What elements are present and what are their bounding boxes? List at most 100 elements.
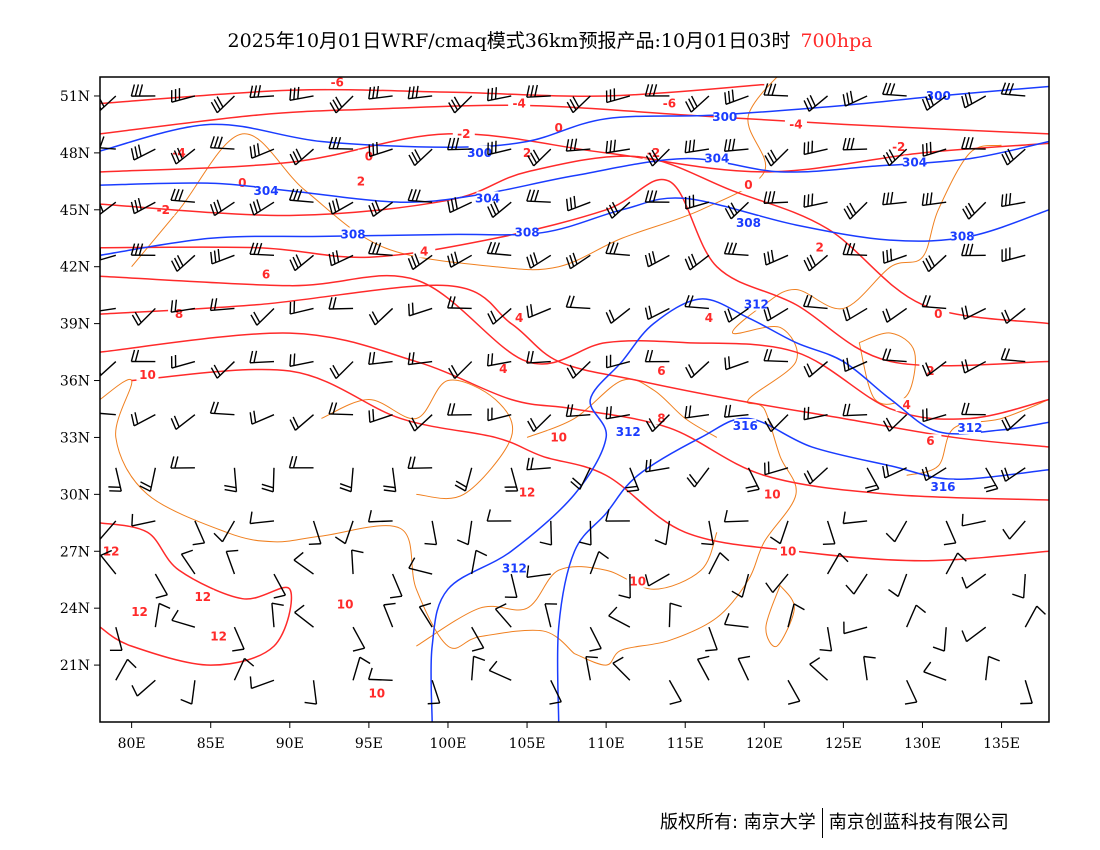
wind-barb <box>487 307 512 325</box>
wind-barb <box>170 254 196 272</box>
temperature-contour-label: 4 <box>499 362 507 376</box>
wind-barb <box>765 573 789 593</box>
wind-barb <box>418 602 433 628</box>
height-contour-label: 312 <box>502 561 527 575</box>
wind-barb <box>625 467 640 493</box>
wind-barb <box>209 136 235 150</box>
wind-barb <box>488 660 512 681</box>
wind-barb <box>684 139 710 154</box>
wind-barb <box>154 573 168 599</box>
temperature-contour-line <box>100 155 1049 325</box>
wind-barb <box>407 352 433 366</box>
wind-barb <box>447 197 472 214</box>
wind-barb <box>731 573 750 598</box>
wind-barb <box>922 141 947 157</box>
wind-barb <box>985 655 1000 681</box>
wind-barb <box>209 298 235 312</box>
wind-barb <box>447 137 472 151</box>
temperature-contour-line <box>100 274 1049 420</box>
border-line <box>906 399 1049 476</box>
wind-barb <box>539 520 553 546</box>
wind-barb <box>504 573 518 599</box>
wind-barb <box>368 200 394 217</box>
wind-barb <box>339 467 354 493</box>
wind-barb <box>526 457 551 471</box>
wind-barb <box>334 520 354 545</box>
lat-tick-label: 21N <box>60 658 90 674</box>
wind-barb <box>1020 680 1033 705</box>
wind-barb <box>486 241 512 257</box>
wind-barb <box>885 520 908 543</box>
wind-barb <box>526 84 551 98</box>
height-contour-label: 304 <box>475 191 500 205</box>
temperature-contour-label: -6 <box>331 76 344 90</box>
wind-barb <box>787 679 801 705</box>
wind-barb <box>822 520 836 546</box>
wind-barb <box>1000 82 1026 97</box>
lat-tick-label: 36N <box>60 374 90 390</box>
wind-barb <box>487 201 512 218</box>
wind-barb <box>288 188 314 203</box>
wind-barb <box>526 350 551 364</box>
wind-barb <box>764 414 789 433</box>
lat-tick-label: 42N <box>60 260 90 276</box>
wind-barb <box>131 679 156 697</box>
wind-barb <box>644 84 670 97</box>
wind-barb <box>605 88 631 104</box>
lat-tick-label: 33N <box>60 430 90 446</box>
wind-barb <box>383 467 397 493</box>
wind-barb <box>945 552 967 575</box>
temperature-contour-label: 2 <box>926 364 934 378</box>
wind-barb <box>408 557 433 575</box>
wind-barb <box>566 361 591 379</box>
wind-barb <box>368 307 394 326</box>
wind-barb <box>447 251 473 268</box>
wind-barb <box>645 414 670 433</box>
wind-barb <box>654 520 671 546</box>
lon-tick-label: 95E <box>355 736 383 752</box>
wind-barb <box>763 461 789 476</box>
wind-barb <box>983 467 999 493</box>
pressure-level: 700hpa <box>800 30 873 52</box>
wind-barb <box>882 414 908 432</box>
wind-barb <box>294 604 314 628</box>
wind-barb <box>170 414 196 430</box>
wind-barb <box>249 676 275 690</box>
height-contour-label: 316 <box>733 419 758 433</box>
wind-barb <box>171 609 196 628</box>
wind-barb <box>745 467 760 493</box>
wind-barb <box>723 138 749 152</box>
temperature-contour-label: 0 <box>365 150 373 164</box>
wind-barb <box>210 249 235 265</box>
temperature-contour-label: 2 <box>815 241 823 255</box>
temperature-contour-label: 10 <box>337 597 354 611</box>
wind-barb <box>210 95 235 114</box>
lon-tick-label: 125E <box>825 736 862 752</box>
temperature-contour-label: 8 <box>175 307 183 321</box>
wind-barb <box>570 467 591 490</box>
wind-barb <box>763 348 789 363</box>
wind-barb <box>644 573 670 587</box>
wind-barb <box>921 94 947 111</box>
wind-barb <box>842 137 868 151</box>
wind-barb <box>961 513 986 527</box>
temperature-contour-line <box>100 133 1049 173</box>
wind-barb <box>1012 573 1026 599</box>
wind-barb <box>961 626 987 643</box>
wind-barb <box>447 403 472 416</box>
wind-barb <box>427 680 441 705</box>
wind-barb <box>100 307 116 312</box>
wind-barb <box>1001 414 1026 432</box>
wind-barb <box>1001 307 1026 324</box>
wind-barb <box>273 573 287 599</box>
temperature-contour-label: 12 <box>131 605 148 619</box>
wind-barb <box>961 573 987 589</box>
height-contour-label: 304 <box>902 155 927 169</box>
wind-barb <box>367 667 393 681</box>
height-contour-label: 300 <box>712 110 737 124</box>
wind-barb <box>644 349 670 363</box>
wind-barb <box>921 294 947 310</box>
height-contour-label: 308 <box>949 229 974 243</box>
wind-barb <box>471 626 485 652</box>
copyright-text: 版权所有: 南京大学 <box>660 812 816 833</box>
